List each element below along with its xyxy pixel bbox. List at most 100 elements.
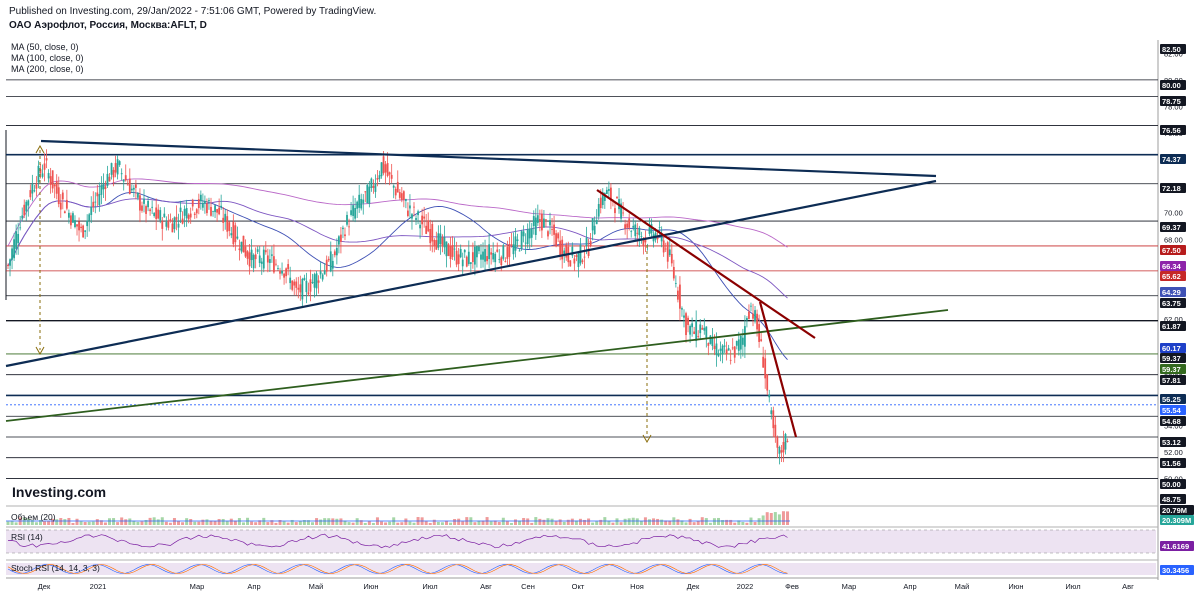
candle	[729, 349, 732, 365]
price-tag-value: 59.37	[1162, 365, 1181, 374]
price-tag: 69.37	[1160, 222, 1186, 232]
candle-body	[733, 346, 736, 358]
candle-body	[498, 259, 501, 260]
candle	[677, 286, 679, 303]
candle	[624, 219, 627, 235]
candle-body	[354, 207, 357, 219]
candle-body	[153, 213, 156, 216]
candle-body	[132, 187, 135, 190]
candle-body	[187, 214, 190, 220]
candle	[701, 325, 704, 330]
candle	[250, 239, 253, 269]
candle	[768, 389, 771, 403]
volume-bar	[656, 518, 660, 525]
candle-body	[59, 202, 62, 210]
candle	[423, 206, 426, 228]
volume-bar	[773, 512, 777, 525]
volume-pane-label: Объем (20)	[11, 512, 56, 522]
candle	[532, 210, 535, 235]
candle-body	[185, 208, 188, 219]
volume-bar	[781, 511, 785, 525]
candle-body	[258, 255, 261, 264]
volume-bar	[566, 519, 570, 525]
candle	[210, 197, 212, 217]
x-tick-label: 2022	[737, 582, 754, 591]
volume-bar	[319, 519, 323, 525]
candle	[500, 255, 503, 272]
volume-bar	[286, 522, 290, 525]
candle-body	[193, 213, 196, 215]
candle	[226, 209, 229, 239]
volume-bar	[290, 519, 294, 525]
candle	[78, 217, 80, 242]
candle-body	[486, 256, 488, 262]
candle	[342, 225, 344, 239]
volume-bar	[583, 519, 587, 525]
candle-body	[723, 345, 726, 347]
candle	[589, 232, 592, 248]
candle	[297, 276, 300, 299]
ma-50-label[interactable]: MA (50, close, 0)	[11, 42, 79, 52]
candle-body	[474, 246, 476, 265]
candle-body	[557, 233, 560, 239]
candle	[685, 311, 687, 343]
candle-body	[84, 230, 87, 232]
candle	[106, 165, 109, 188]
candle	[295, 277, 298, 296]
candle	[721, 344, 724, 364]
candle-body	[244, 246, 247, 257]
candle	[68, 209, 70, 224]
candle-body	[238, 248, 241, 251]
candle	[232, 214, 235, 248]
volume-bar	[278, 520, 282, 525]
candle-body	[268, 259, 271, 264]
volume-bar	[315, 518, 319, 525]
candle	[311, 273, 314, 285]
candle-body	[776, 437, 779, 448]
candle-body	[350, 210, 352, 215]
volume-bar	[250, 521, 254, 525]
ma-200-label[interactable]: MA (200, close, 0)	[11, 64, 84, 74]
volume-bar	[493, 520, 497, 525]
price-tag-value: 56.25	[1162, 395, 1181, 404]
price-tag-bg	[1160, 271, 1186, 281]
candle-body	[222, 217, 225, 223]
candle-body	[725, 349, 728, 355]
candle	[538, 209, 541, 232]
volume-bar	[721, 520, 725, 525]
volume-bar	[181, 522, 185, 525]
price-tag: 78.75	[1160, 96, 1186, 106]
price-tag-value: 74.37	[1162, 155, 1181, 164]
candle	[92, 191, 95, 212]
candle-body	[368, 186, 371, 204]
candle	[244, 239, 247, 258]
candle	[754, 306, 756, 324]
candle	[185, 199, 188, 227]
candle-body	[597, 204, 600, 217]
candle-body	[384, 164, 387, 173]
candle	[63, 210, 66, 214]
volume-bar	[140, 521, 144, 525]
candle	[703, 318, 706, 335]
price-tag-value: 55.54	[1162, 406, 1182, 415]
candle	[388, 171, 391, 186]
candle	[124, 164, 127, 182]
candle	[581, 258, 584, 265]
candle-body	[226, 216, 229, 232]
candle	[291, 279, 294, 292]
price-tag-value: 82.50	[1162, 45, 1181, 54]
candle-body	[421, 215, 424, 225]
candle	[652, 231, 655, 248]
candle	[587, 238, 590, 259]
volume-bar	[432, 519, 436, 525]
candle	[191, 198, 194, 211]
volume-bar	[757, 518, 761, 525]
volume-bar	[384, 522, 388, 525]
volume-bar	[343, 520, 347, 525]
candle-body	[145, 206, 147, 214]
ma-100-label[interactable]: MA (100, close, 0)	[11, 53, 84, 63]
candle	[59, 194, 62, 218]
candle-body	[151, 206, 154, 208]
candle-body	[490, 252, 493, 255]
